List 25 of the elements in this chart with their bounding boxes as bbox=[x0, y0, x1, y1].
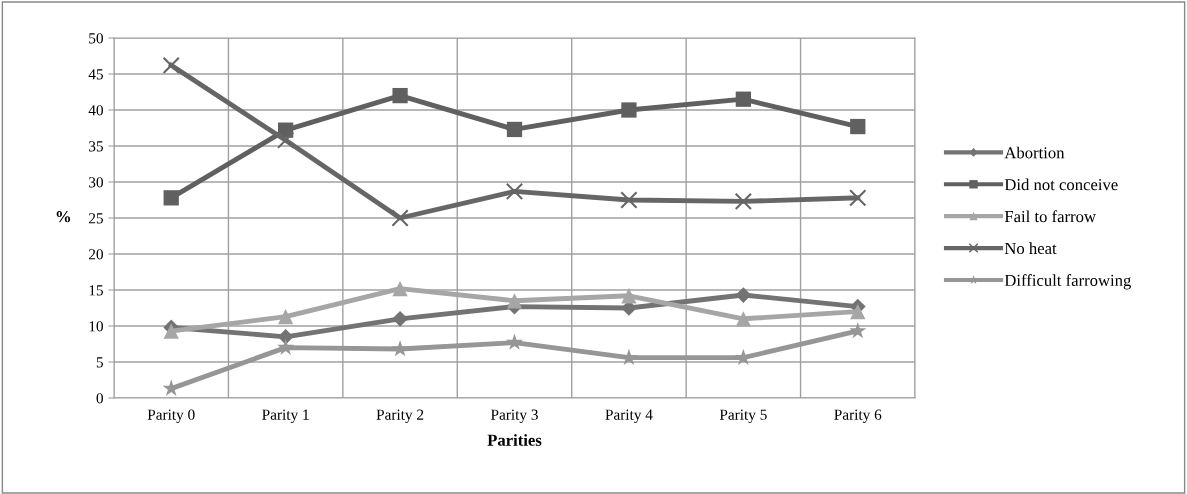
y-tick-label: 45 bbox=[88, 69, 103, 80]
y-tick-label: 5 bbox=[96, 357, 103, 368]
y-tick-label: 10 bbox=[89, 321, 103, 332]
legend-label: Did not conceive bbox=[1004, 178, 1118, 191]
x-tick-label: Parity 2 bbox=[376, 409, 424, 423]
x-tick-label: Parity 5 bbox=[719, 409, 767, 423]
y-tick-label: 50 bbox=[89, 33, 103, 44]
y-tick-label: 20 bbox=[88, 249, 103, 260]
x-tick-label: Parity 3 bbox=[490, 409, 538, 423]
x-tick-label: Parity 4 bbox=[605, 409, 653, 423]
y-axis-title: % bbox=[56, 210, 71, 223]
x-tick-label: Parity 6 bbox=[834, 409, 882, 423]
y-tick-label: 0 bbox=[96, 393, 103, 404]
y-tick-label: 35 bbox=[89, 141, 103, 152]
x-tick-label: Parity 0 bbox=[147, 409, 195, 423]
legend-label: Fail to farrow bbox=[1004, 210, 1096, 223]
x-tick-label: Parity 1 bbox=[262, 409, 309, 423]
legend-label: Abortion bbox=[1004, 146, 1065, 159]
y-tick-label: 25 bbox=[88, 213, 103, 224]
y-tick-label: 30 bbox=[89, 177, 103, 188]
y-tick-label: 15 bbox=[89, 285, 103, 296]
y-tick-label: 40 bbox=[88, 105, 103, 116]
x-axis-title: Parities bbox=[487, 434, 542, 446]
legend-label: Difficult farrowing bbox=[1004, 274, 1132, 290]
legend-label: No heat bbox=[1004, 242, 1057, 255]
